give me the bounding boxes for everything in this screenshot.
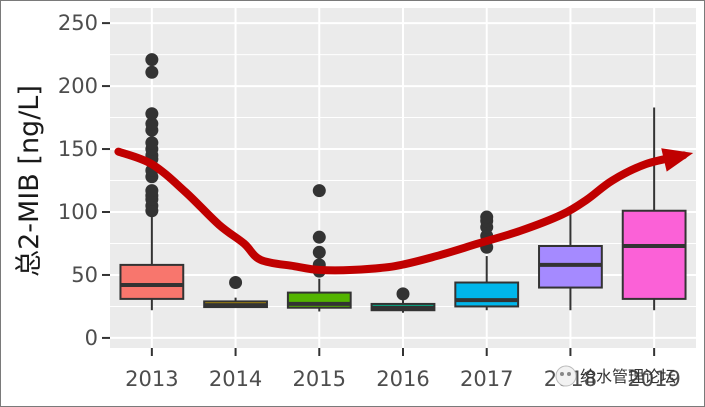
- outlier-point: [229, 276, 243, 290]
- y-tick-label: 200: [58, 74, 98, 98]
- box-2019: [621, 107, 687, 311]
- outlier-point: [480, 210, 494, 224]
- x-tick-label: 2014: [209, 367, 262, 391]
- outlier-point: [312, 245, 326, 259]
- y-tick-label: 0: [85, 326, 98, 350]
- box-2014: [203, 276, 268, 309]
- axes: 0501001502002502013201420152016201720182…: [58, 11, 681, 391]
- outlier-point: [145, 117, 159, 131]
- x-tick-label: 2019: [627, 367, 680, 391]
- box-2017: [454, 210, 520, 311]
- outlier-point: [312, 184, 326, 198]
- grid-lines: [110, 8, 696, 348]
- y-tick-label: 150: [58, 137, 98, 161]
- watermark: 给水管理论坛: [555, 365, 676, 387]
- trend-arrow-head: [661, 148, 694, 172]
- wechat-icon-eye-left: [560, 372, 564, 376]
- outlier-point: [145, 107, 159, 121]
- wechat-icon-eye-right: [567, 372, 571, 376]
- outlier-point: [145, 184, 159, 198]
- y-tick-label: 100: [58, 200, 98, 224]
- outlier-point: [312, 230, 326, 244]
- y-tick-label: 250: [58, 11, 98, 35]
- outlier-point: [145, 65, 159, 79]
- x-tick-label: 2015: [293, 367, 346, 391]
- box-body: [621, 209, 687, 300]
- box-body: [454, 281, 520, 308]
- outlier-point: [145, 53, 159, 67]
- outlier-point: [145, 136, 159, 150]
- outlier-point: [396, 287, 410, 301]
- y-tick-label: 50: [71, 263, 98, 287]
- trend-arrow-line: [114, 147, 688, 275]
- x-tick-label: 2017: [460, 367, 513, 391]
- box-2016: [370, 287, 436, 313]
- box-2013: [119, 53, 185, 311]
- box-2018: [538, 212, 603, 311]
- x-tick-label: 2013: [125, 367, 178, 391]
- watermark-text: 给水管理论坛: [580, 367, 676, 386]
- y-axis-title: 总2-MIB [ng/L]: [14, 85, 45, 277]
- x-tick-label: 2016: [376, 367, 429, 391]
- box-body: [119, 263, 185, 300]
- wechat-icon: [555, 365, 577, 387]
